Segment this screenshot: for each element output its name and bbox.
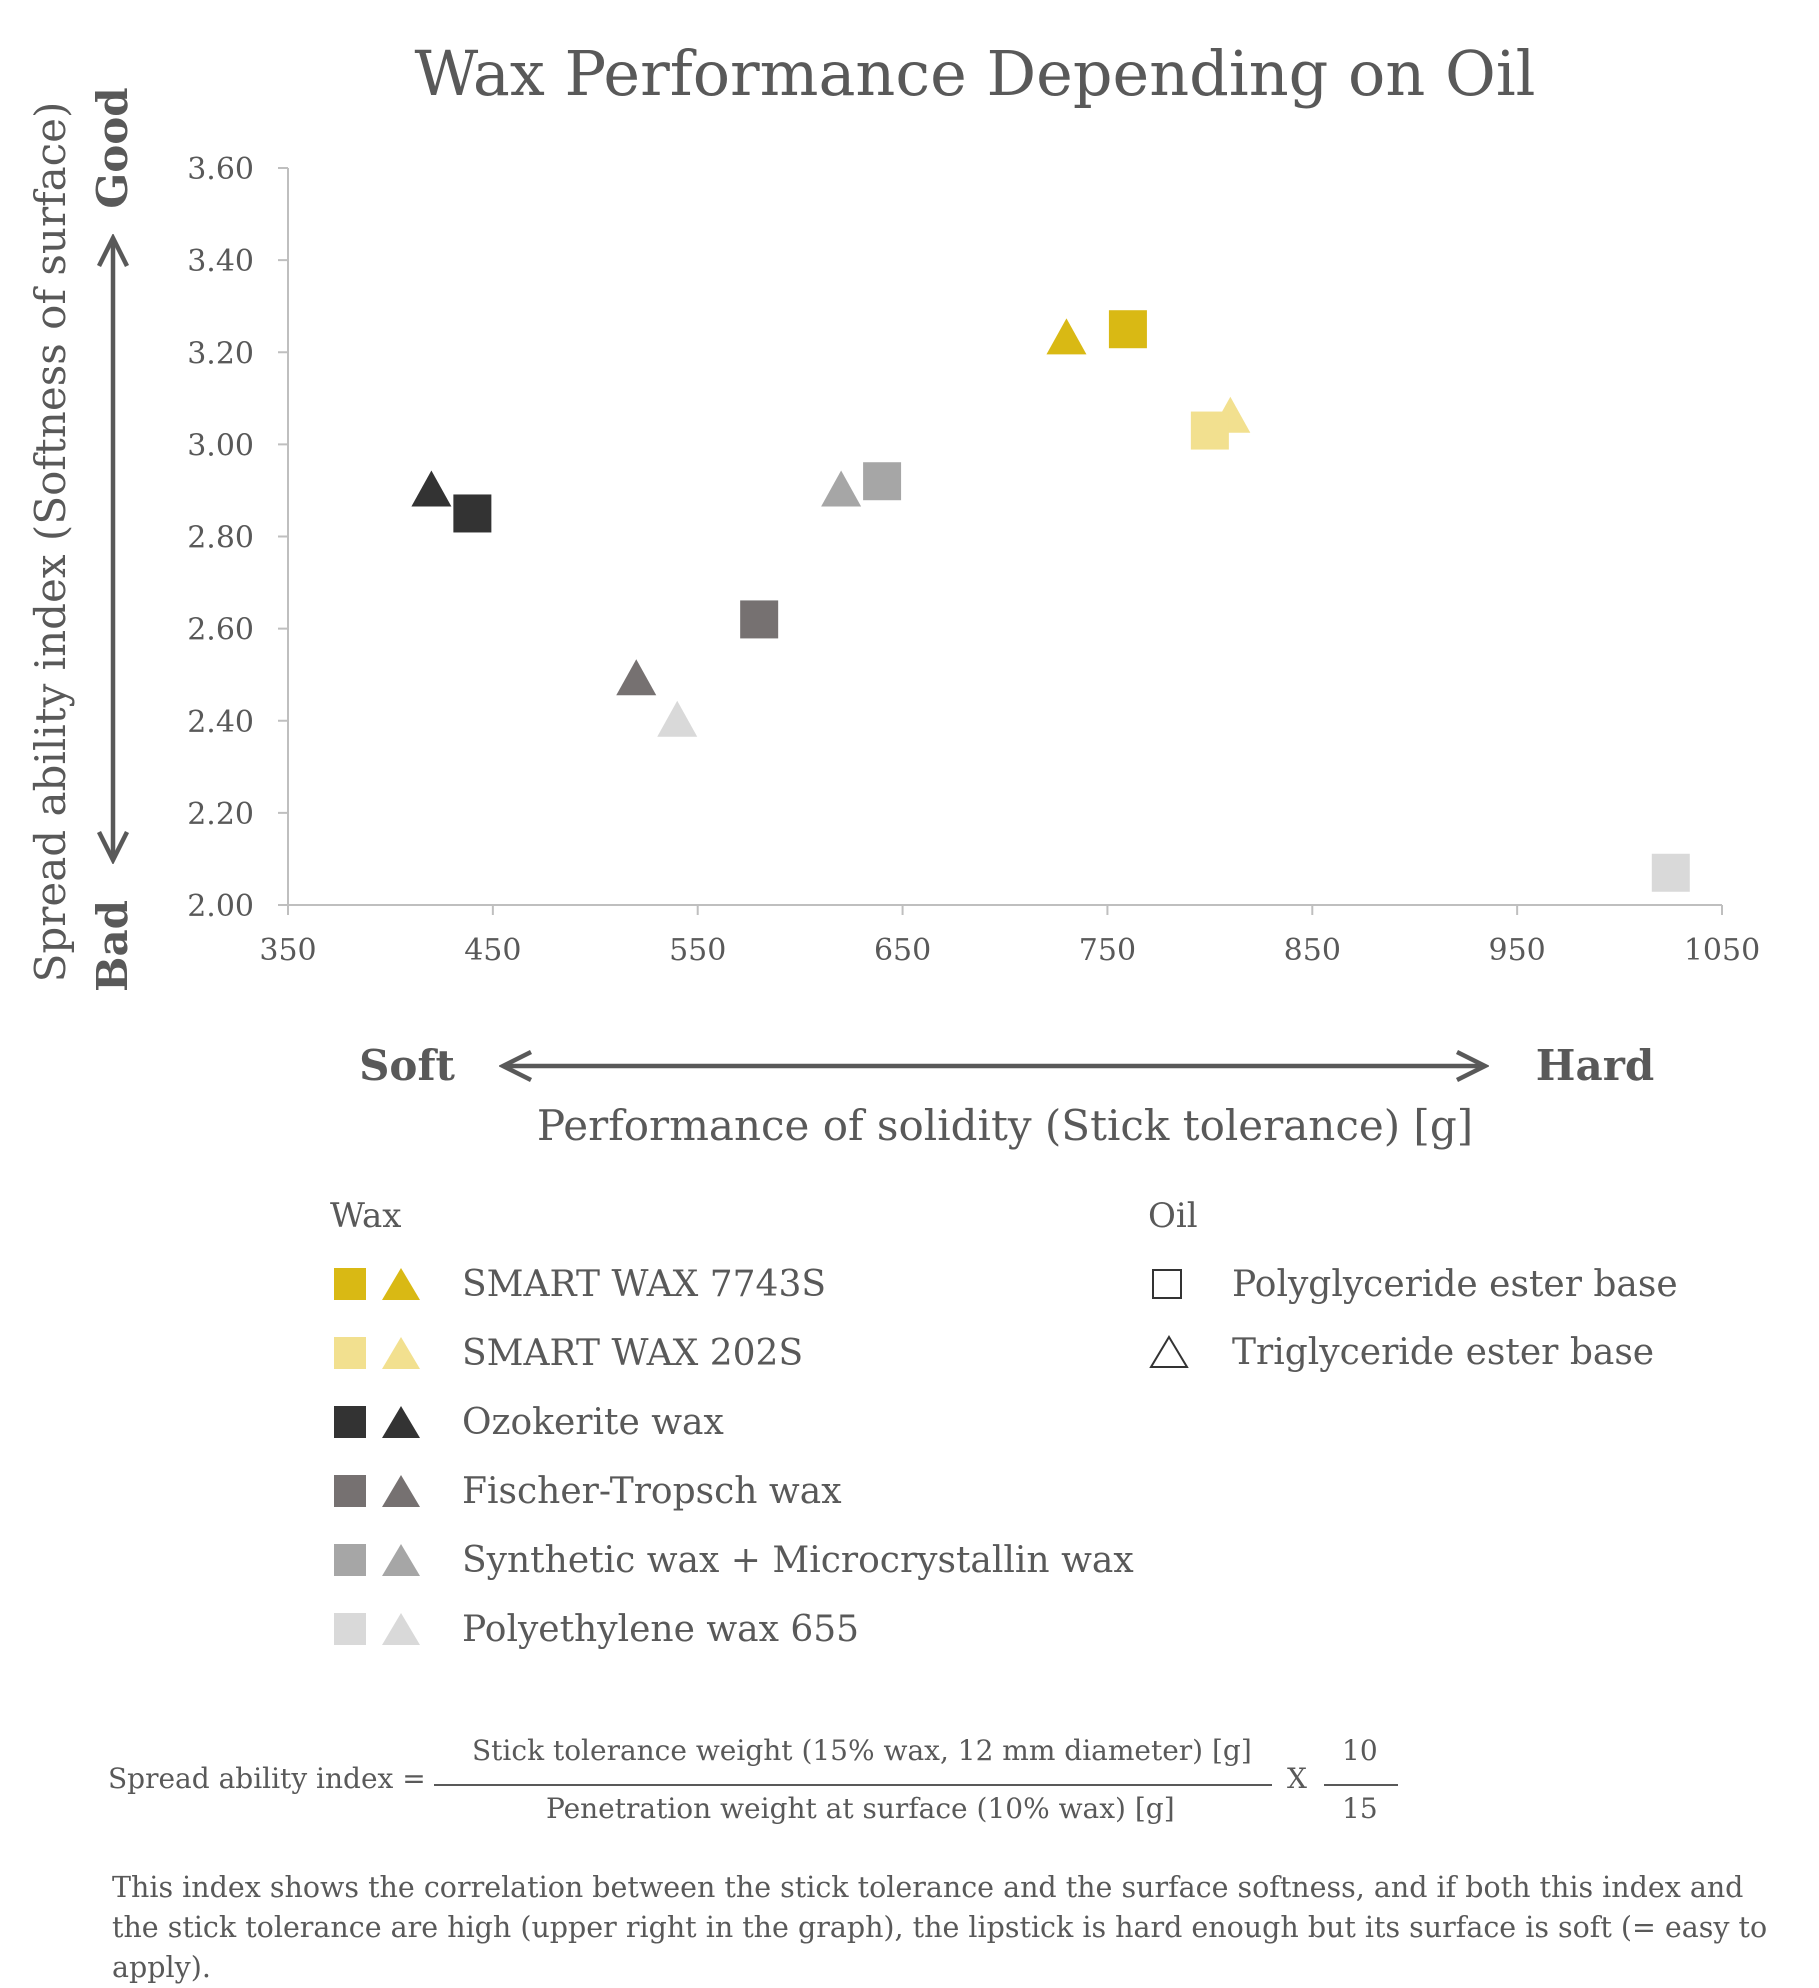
y-tick-label: 2.00 <box>187 889 254 924</box>
explanation-note: This index shows the correlation between… <box>112 1871 1768 1984</box>
point-polyglyceride-polyethylene-wax-655 <box>1651 853 1690 892</box>
x-tick-label: 750 <box>1079 933 1136 968</box>
legend-oil-polyglyceride: Polyglyceride ester base <box>1152 1254 1678 1314</box>
legend-wax-item: Ozokerite wax <box>334 1392 724 1452</box>
y-tick-label: 2.80 <box>187 521 254 556</box>
legend-wax-item: Fischer-Tropsch wax <box>334 1461 842 1521</box>
y-tick-label: 2.20 <box>187 797 254 832</box>
triangle-swatch-icon <box>382 1544 420 1576</box>
axes: 2.00 2.20 2.40 2.60 2.80 3.00 3.20 3.40 3.60 350… <box>187 152 1760 968</box>
legend-oil-label: Polyglyceride ester base <box>1232 1263 1678 1305</box>
legend-wax-label: SMART WAX 202S <box>462 1332 804 1374</box>
x-tick-label: 850 <box>1284 933 1341 968</box>
point-polyglyceride-synthetic-wax-microcrystallin-wax <box>863 462 902 501</box>
formula-times: X <box>1287 1762 1307 1795</box>
triangle-outline-icon <box>1149 1335 1189 1368</box>
triangle-swatch-icon <box>382 1268 420 1300</box>
x-axis-hard-label: Hard <box>1536 1041 1654 1090</box>
legend-wax-item: Polyethylene wax 655 <box>334 1599 859 1659</box>
point-triglyceride-ozokerite-wax <box>411 470 452 507</box>
legend-oil-label: Triglyceride ester base <box>1232 1331 1655 1373</box>
y-ticks: 2.00 2.20 2.40 2.60 2.80 3.00 3.20 3.40 3.60 <box>187 152 288 924</box>
legend-wax-label: Polyethylene wax 655 <box>462 1608 860 1650</box>
legend-oil-triglyceride: Triglyceride ester base <box>1148 1322 1654 1382</box>
y-tick-label: 3.60 <box>187 152 254 187</box>
y-tick-label: 3.00 <box>187 428 254 463</box>
triangle-swatch-icon <box>382 1613 420 1645</box>
point-triglyceride-smart-wax-7743s <box>1046 318 1087 355</box>
square-swatch-icon <box>334 1544 366 1576</box>
point-triglyceride-polyethylene-wax-655 <box>657 700 698 737</box>
formula-lhs: Spread ability index = <box>108 1762 426 1795</box>
formula-numerator: Stick tolerance weight (15% wax, 12 mm d… <box>472 1734 1252 1767</box>
square-swatch-icon <box>334 1268 366 1300</box>
data-points <box>411 310 1690 892</box>
square-outline-icon <box>1152 1269 1182 1299</box>
legend-wax-item: Synthetic wax + Microcrystallin wax <box>334 1530 1134 1590</box>
x-tick-label: 550 <box>669 933 726 968</box>
legend-wax-item: SMART WAX 7743S <box>334 1254 826 1314</box>
y-tick-label: 2.40 <box>187 705 254 740</box>
triangle-swatch-icon <box>382 1475 420 1507</box>
point-polyglyceride-smart-wax-202s <box>1190 411 1229 450</box>
y-tick-label: 2.60 <box>187 613 254 648</box>
point-triglyceride-fischer-tropsch-wax <box>616 659 657 696</box>
legend-wax-item: SMART WAX 202S <box>334 1323 803 1383</box>
x-ticks: 350 450 550 650 750 850 950 1050 <box>259 905 1760 968</box>
square-swatch-icon <box>334 1406 366 1438</box>
y-axis-good-label: Good <box>88 87 137 208</box>
point-polyglyceride-fischer-tropsch-wax <box>740 600 779 639</box>
legend-wax-title: Wax <box>330 1196 402 1236</box>
triangle-swatch-icon <box>382 1337 420 1369</box>
formula-factor-bar <box>1324 1784 1398 1786</box>
point-triglyceride-synthetic-wax-microcrystallin-wax <box>821 470 862 507</box>
formula-denominator: Penetration weight at surface (10% wax) … <box>546 1792 1175 1825</box>
formula-factor-numerator: 10 <box>1342 1734 1378 1767</box>
chart-title: Wax Performance Depending on Oil <box>415 37 1536 110</box>
x-axis-title: Performance of solidity (Stick tolerance… <box>537 1101 1473 1150</box>
y-tick-label: 3.20 <box>187 336 254 371</box>
y-tick-label: 3.40 <box>187 244 254 279</box>
scatter-chart: Wax Performance Depending on Oil 2.00 2.2… <box>26 37 1760 1150</box>
x-tick-label: 350 <box>259 933 316 968</box>
legend-wax-label: SMART WAX 7743S <box>462 1263 827 1305</box>
legend-wax-label: Fischer-Tropsch wax <box>462 1470 842 1512</box>
y-axis-bad-label: Bad <box>88 900 137 992</box>
legend-wax-label: Ozokerite wax <box>462 1401 724 1443</box>
square-swatch-icon <box>334 1337 366 1369</box>
formula-factor-denominator: 15 <box>1342 1792 1378 1825</box>
x-tick-label: 1050 <box>1684 933 1760 968</box>
point-polyglyceride-ozokerite-wax <box>453 494 492 533</box>
x-tick-label: 450 <box>464 933 521 968</box>
legend-wax-label: Synthetic wax + Microcrystallin wax <box>462 1539 1134 1581</box>
x-tick-label: 650 <box>874 933 931 968</box>
square-swatch-icon <box>334 1613 366 1645</box>
x-axis-soft-label: Soft <box>359 1041 455 1090</box>
x-tick-label: 950 <box>1489 933 1546 968</box>
triangle-swatch-icon <box>382 1406 420 1438</box>
point-polyglyceride-smart-wax-7743s <box>1108 310 1147 349</box>
square-swatch-icon <box>334 1475 366 1507</box>
legend-oil-title: Oil <box>1148 1196 1198 1236</box>
y-axis-title: Spread ability index (Softness of surfac… <box>26 102 75 983</box>
formula-fraction-bar <box>434 1784 1272 1786</box>
